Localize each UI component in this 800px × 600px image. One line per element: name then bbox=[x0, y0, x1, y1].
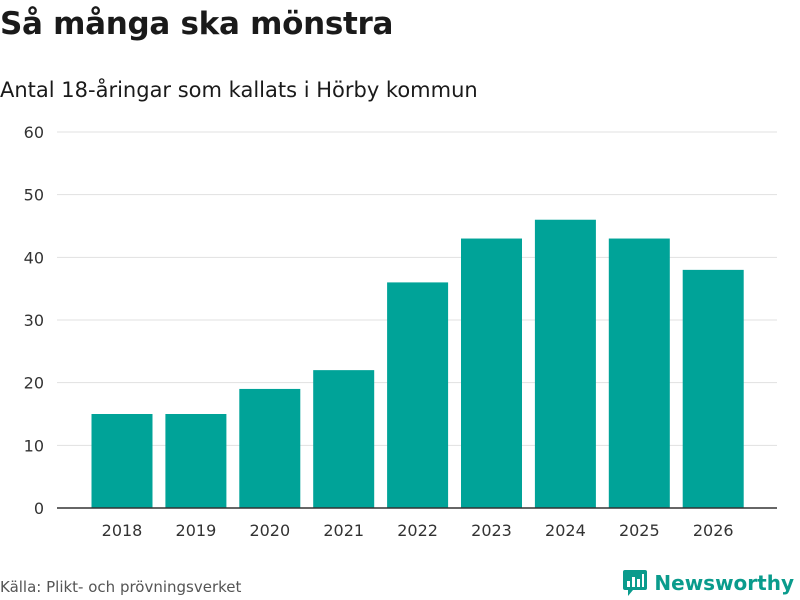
chart-title: Så många ska mönstra bbox=[0, 6, 394, 42]
bar-2023[interactable] bbox=[461, 238, 522, 509]
newsworthy-logo-icon bbox=[623, 570, 648, 596]
x-tick-label: 2021 bbox=[323, 521, 364, 540]
y-tick-label: 40 bbox=[24, 248, 44, 267]
y-tick-label: 50 bbox=[24, 186, 44, 205]
x-tick-label: 2022 bbox=[397, 521, 438, 540]
bar-2026[interactable] bbox=[682, 269, 744, 508]
bar-2021[interactable] bbox=[313, 370, 375, 508]
source-note: Källa: Plikt- och prövningsverket bbox=[0, 578, 242, 596]
brand-name: Newsworthy bbox=[654, 571, 794, 595]
x-tick-label: 2024 bbox=[545, 521, 586, 540]
bars bbox=[91, 219, 744, 509]
bar-2025[interactable] bbox=[608, 238, 670, 509]
y-tick-label: 0 bbox=[34, 499, 44, 518]
x-tick-label: 2018 bbox=[102, 521, 143, 540]
bar-2019[interactable] bbox=[165, 414, 227, 508]
bar-2020[interactable] bbox=[239, 388, 301, 508]
x-tick-label: 2020 bbox=[249, 521, 290, 540]
x-axis-ticks: 2018 2019 2020 2021 2022 2023 2024 2025 2026 bbox=[102, 521, 734, 540]
x-tick-label: 2026 bbox=[693, 521, 734, 540]
chart-subtitle: Antal 18-åringar som kallats i Hörby kom… bbox=[0, 78, 478, 102]
y-tick-label: 20 bbox=[24, 374, 44, 393]
brand[interactable]: Newsworthy bbox=[622, 569, 794, 597]
bar-2018[interactable] bbox=[91, 414, 153, 508]
x-tick-label: 2019 bbox=[176, 521, 217, 540]
y-tick-label: 60 bbox=[24, 123, 44, 142]
y-tick-label: 10 bbox=[24, 436, 44, 455]
x-tick-label: 2025 bbox=[619, 521, 660, 540]
y-axis-ticks: 0 10 20 30 40 50 60 bbox=[24, 123, 44, 518]
bar-2022[interactable] bbox=[387, 282, 449, 508]
x-tick-label: 2023 bbox=[471, 521, 512, 540]
y-tick-label: 30 bbox=[24, 311, 44, 330]
bar-2024[interactable] bbox=[534, 219, 596, 508]
